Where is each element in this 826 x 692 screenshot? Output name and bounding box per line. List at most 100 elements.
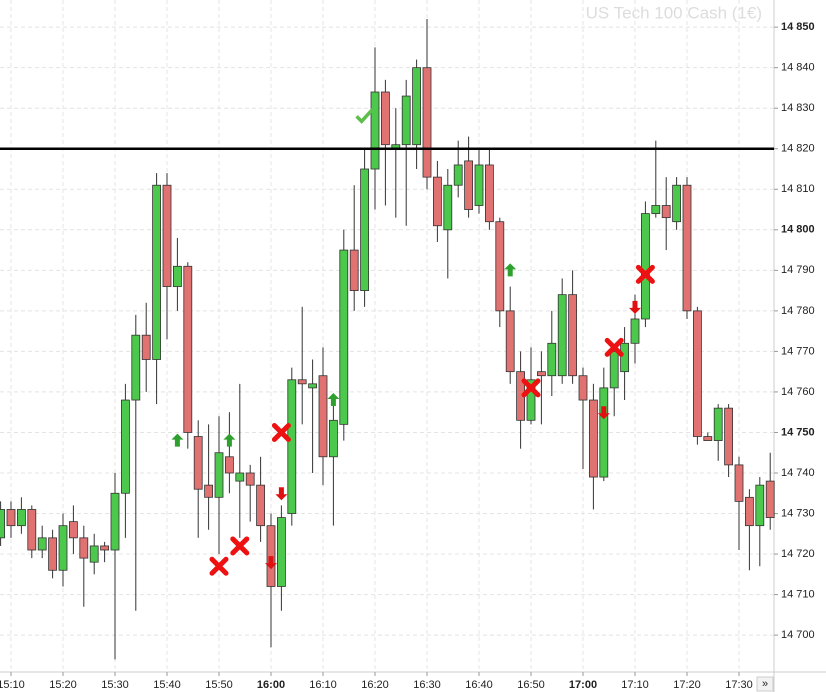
- candle-body: [360, 168, 370, 292]
- candle-body: [370, 91, 380, 170]
- candle-body: [266, 525, 276, 587]
- y-tick-label: 14 740: [781, 467, 815, 479]
- candle-body: [537, 371, 546, 377]
- scroll-button[interactable]: [756, 676, 774, 692]
- candle-body: [693, 310, 702, 437]
- candle-body: [380, 91, 390, 146]
- y-tick-label: 14 730: [781, 507, 815, 519]
- candle-body: [641, 213, 650, 320]
- up-arrow: [504, 263, 517, 277]
- candle-body: [204, 484, 214, 498]
- candle-body: [245, 472, 255, 486]
- candle-body: [162, 184, 172, 287]
- candle-body: [578, 375, 588, 401]
- candle-body: [474, 164, 484, 206]
- candle-body: [620, 342, 629, 373]
- candle-body: [422, 67, 432, 178]
- down-arrow: [629, 300, 641, 314]
- x-tick-label: 16:30: [413, 679, 441, 691]
- candle-body: [765, 480, 775, 518]
- x-tick-label: 16:50: [517, 679, 545, 691]
- y-tick-label: 14 850: [781, 21, 815, 33]
- candle-body: [547, 342, 557, 377]
- x-tick-label: 15:40: [153, 679, 181, 691]
- candle-body: [37, 537, 47, 551]
- y-tick-label: 14 810: [781, 183, 815, 195]
- candle-body: [432, 176, 442, 227]
- cross-marker: [209, 556, 229, 576]
- y-tick-label: 14 710: [781, 588, 815, 600]
- up-arrow: [223, 433, 236, 447]
- candle-body: [745, 496, 754, 527]
- x-tick-label: 17:20: [673, 679, 701, 691]
- y-tick-label: 14 820: [781, 143, 815, 155]
- x-tick-label: 17:30: [725, 679, 753, 691]
- candle-body: [755, 484, 765, 527]
- candle-body: [349, 249, 359, 292]
- chart-title: US Tech 100 Cash (1€): [586, 3, 762, 22]
- y-tick-label: 14 720: [781, 548, 815, 560]
- candle-body: [16, 509, 26, 527]
- candle-body: [48, 537, 57, 571]
- y-tick-label: 14 830: [781, 102, 815, 114]
- candle-body: [27, 509, 37, 551]
- candle-body: [484, 164, 494, 223]
- candle-body: [682, 184, 692, 312]
- candle-body: [152, 184, 162, 360]
- cross-marker: [604, 337, 624, 357]
- grid: [0, 0, 774, 672]
- down-arrow: [265, 556, 277, 570]
- scroll-button-label[interactable]: »: [762, 678, 768, 690]
- candle-body: [734, 464, 744, 502]
- candle-body: [589, 399, 598, 478]
- candle-body: [256, 484, 266, 527]
- candle-body: [110, 492, 120, 551]
- candle-body: [121, 399, 130, 494]
- cross-marker: [521, 378, 541, 398]
- candle-body: [193, 436, 203, 490]
- cross-marker: [271, 422, 291, 442]
- candle-body: [724, 407, 733, 466]
- candle-body: [609, 351, 619, 389]
- down-arrow: [275, 487, 288, 501]
- up-arrow: [327, 393, 340, 407]
- candle-body: [661, 205, 671, 219]
- cross-marker: [230, 536, 250, 556]
- x-tick-label: 16:40: [465, 679, 493, 691]
- down-arrow: [597, 406, 610, 420]
- check-marker: [355, 108, 374, 124]
- candle-body: [235, 472, 245, 482]
- candle-body: [401, 95, 411, 146]
- candle-body: [6, 509, 16, 527]
- x-tick-label: 16:00: [257, 679, 285, 691]
- up-arrow: [171, 433, 184, 447]
- candle-body: [79, 537, 89, 559]
- x-tick-label: 16:10: [309, 679, 337, 691]
- candle-body: [131, 334, 141, 401]
- candle-body: [495, 221, 505, 312]
- candle-body: [183, 265, 193, 433]
- candle-body: [58, 525, 68, 571]
- candle-body: [328, 419, 338, 458]
- candle-body: [412, 67, 422, 146]
- candle-body: [100, 545, 109, 551]
- y-tick-label: 14 770: [781, 345, 815, 357]
- candle-body: [141, 334, 151, 360]
- x-tick-label: 15:20: [49, 679, 77, 691]
- y-tick-label: 14 780: [781, 305, 815, 317]
- candle-body: [557, 294, 567, 377]
- candle-body: [505, 310, 515, 373]
- x-tick-label: 16:20: [361, 679, 389, 691]
- candle-body: [651, 205, 661, 214]
- candle-body: [276, 517, 286, 587]
- candle-body: [297, 379, 307, 385]
- candle-body: [0, 509, 5, 539]
- y-tick-label: 14 700: [781, 629, 815, 641]
- candle-body: [214, 452, 224, 498]
- candle-body: [464, 160, 474, 210]
- x-tick-label: 15:30: [101, 679, 129, 691]
- candle-body: [713, 407, 723, 441]
- x-tick-label: 15:50: [205, 679, 233, 691]
- candle-body: [172, 265, 182, 287]
